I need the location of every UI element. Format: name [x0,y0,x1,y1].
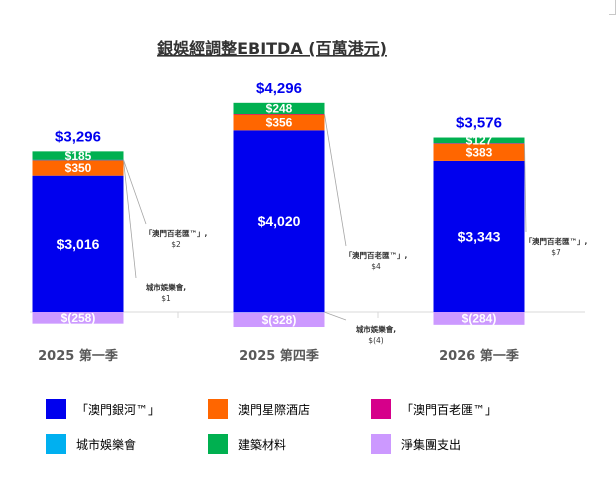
total-label: $3,576 [456,115,502,132]
data-label: $(284) [462,312,497,326]
callout-leader [324,311,347,321]
data-label: $383 [466,146,493,160]
bar-segment-2025-第一季-3 [32,159,124,161]
callout-name: 「澳門百老匯™」, [525,236,588,246]
data-label: $3,016 [57,236,100,252]
bar-segment-2025-第四季-5 [233,312,325,328]
callout-name: 「澳門百老匯™」, [145,228,208,238]
data-label: $(258) [61,311,96,325]
bar-segment-2025-第四季-1 [233,114,325,131]
bar-segment-2026-第一季-5 [433,312,525,325]
data-label: $356 [266,116,293,130]
total-label: $3,296 [55,128,101,145]
callout-leader [123,159,137,279]
corner-mark [609,0,616,15]
callout-value: $2 [171,240,181,249]
data-label: $(328) [262,313,297,327]
callout-name: 「澳門百老匯™」, [345,250,408,260]
data-label: $248 [266,102,293,116]
bar-segment-2025-第四季-0 [233,130,325,312]
callout-name: 城市娛樂會, [146,282,186,292]
callout-name: 城市娛樂會, [356,324,396,334]
callout-value: $7 [551,248,561,257]
bar-segment-2026-第一季-0 [433,160,525,312]
callout-leader [524,143,527,233]
callout-leader [123,159,147,225]
callout-value: $(4) [368,336,383,345]
plot-area: $3,016 $350$185 $(258) $3,296 2025 第一季 $4,020… [30,80,588,364]
bar-segment-2026-第一季-4 [433,137,525,144]
bar-segment-2026-第一季-2 [433,143,525,144]
data-label: $4,020 [258,213,301,229]
callout-leader [324,114,347,247]
category-label: 2026 第一季 [439,348,519,364]
data-label: $3,343 [458,228,501,244]
chart-title: 銀娛經調整EBITDA (百萬港元) [157,39,387,58]
category-label: 2025 第一季 [38,348,118,364]
bar-segment-2025-第四季-4 [233,102,325,115]
bar-segment-2025-第一季-0 [32,175,124,312]
category-label: 2025 第四季 [239,348,319,364]
bar-segment-2025-第一季-1 [32,159,124,176]
data-label: $350 [65,161,92,175]
callout-value: $4 [371,262,381,271]
bar-segment-2025-第一季-4 [32,151,124,160]
total-label: $4,296 [256,80,302,97]
bar-segment-2026-第一季-1 [433,143,525,161]
data-label: $127 [466,134,493,148]
callout-value: $1 [161,294,171,303]
bar-segment-2025-第一季-5 [32,312,124,324]
data-label: $185 [65,149,92,163]
bar-segment-2025-第四季-2 [233,114,325,115]
